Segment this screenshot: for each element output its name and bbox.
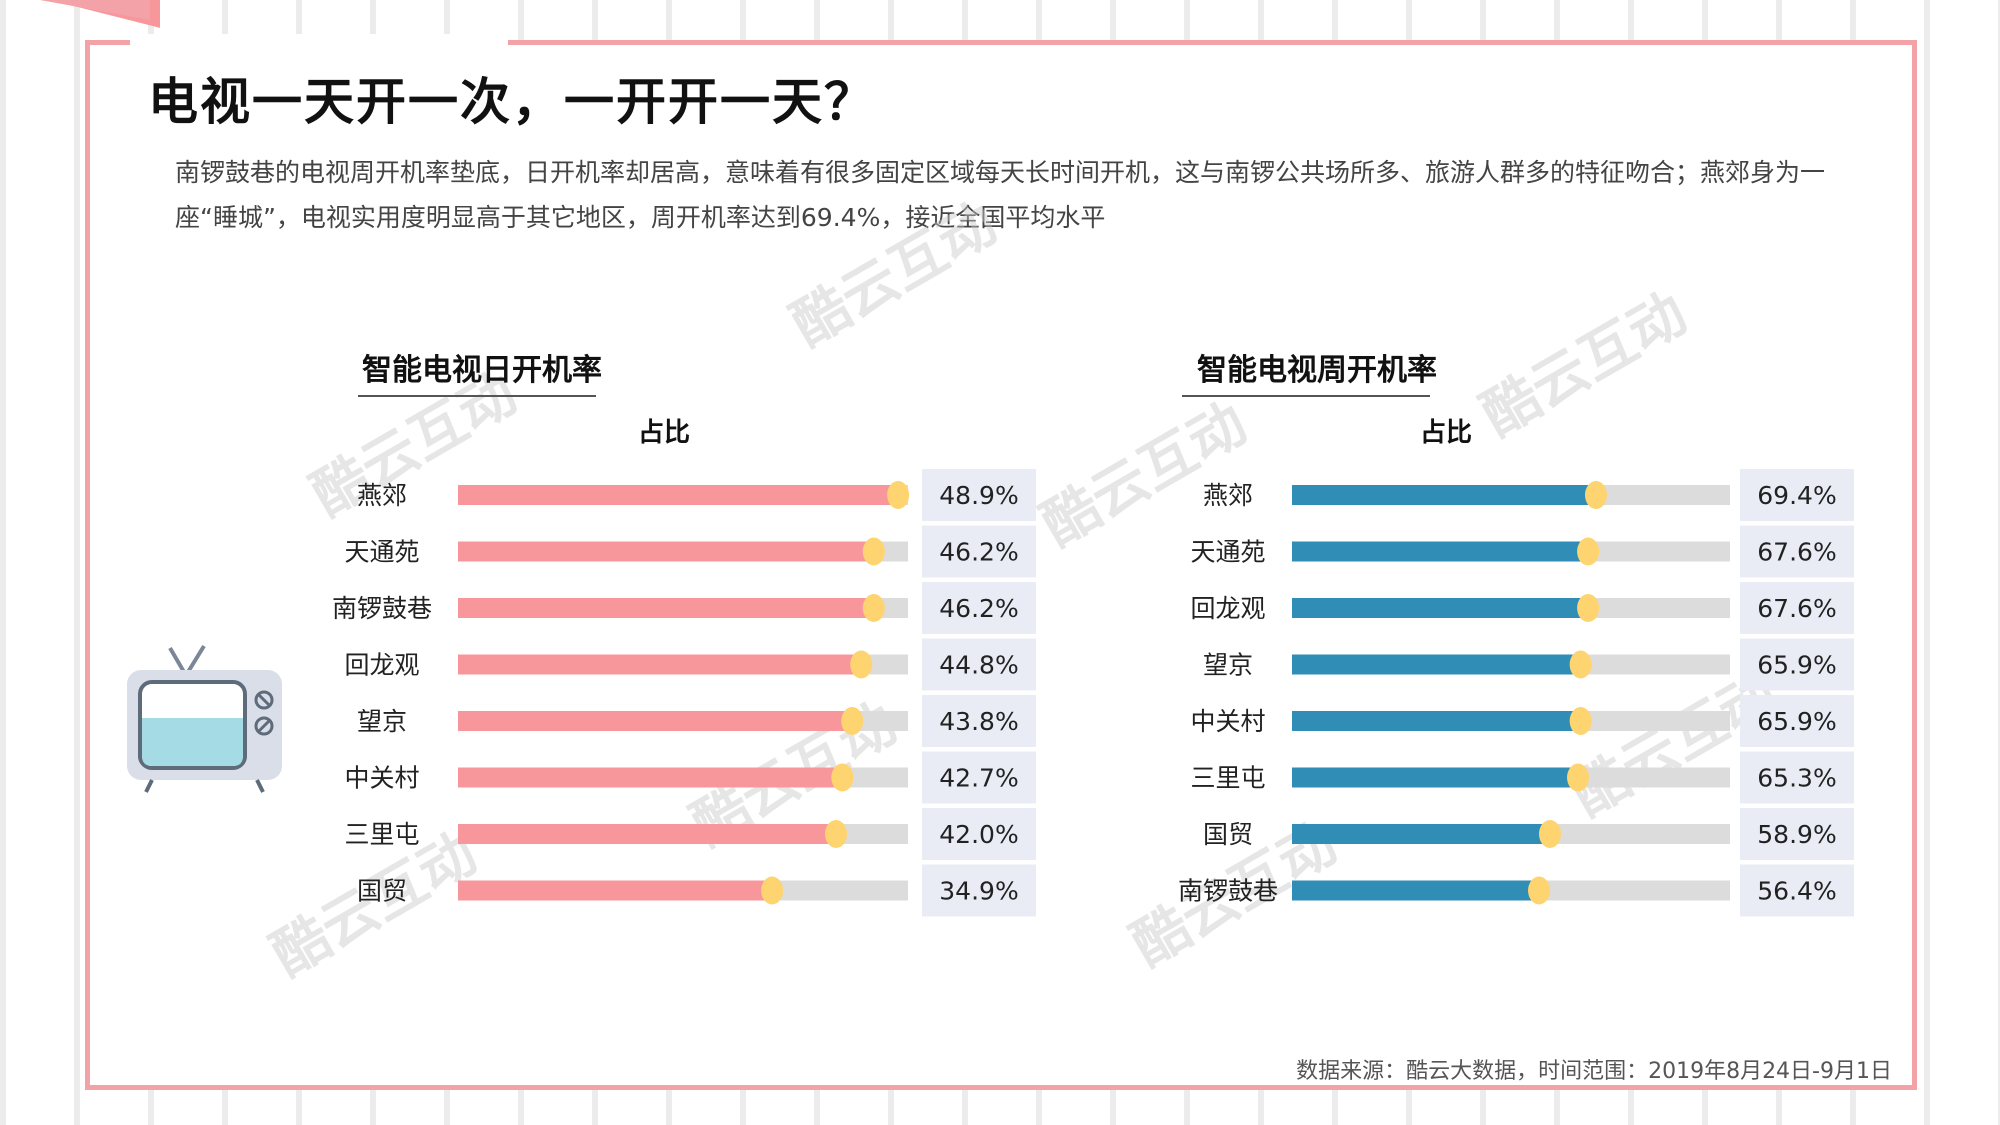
weekly-value-box	[1740, 864, 1854, 917]
weekly-bar-marker	[1567, 763, 1590, 792]
weekly-bar-marker	[1528, 876, 1551, 905]
daily-value-label: 46.2%	[939, 594, 1018, 623]
weekly-value-label: 56.4%	[1757, 877, 1836, 906]
weekly-bar	[1292, 880, 1540, 901]
weekly-category-label: 燕郊	[1203, 481, 1253, 510]
daily-bar	[458, 824, 836, 844]
daily-value-box	[922, 695, 1036, 747]
daily-value-box	[922, 525, 1036, 578]
daily-value-label: 48.9%	[939, 481, 1018, 510]
weekly-category-label: 天通苑	[1190, 538, 1265, 567]
weekly-category-label: 南锣鼓巷	[1178, 877, 1278, 906]
daily-bar	[458, 767, 843, 788]
daily-category-label: 天通苑	[344, 538, 419, 567]
daily-value-box	[922, 864, 1036, 917]
daily-category-label: 回龙观	[344, 651, 419, 680]
daily-bar-marker	[841, 707, 864, 735]
weekly-chart-subtitle: 占比	[1420, 418, 1473, 448]
daily-bar-marker	[850, 650, 873, 679]
weekly-value-label: 69.4%	[1757, 481, 1836, 510]
daily-bar	[458, 654, 862, 675]
daily-category-label: 燕郊	[357, 481, 407, 510]
weekly-bar	[1292, 654, 1581, 675]
weekly-value-box	[1740, 469, 1854, 521]
daily-category-label: 国贸	[357, 877, 407, 906]
weekly-value-box	[1740, 525, 1854, 578]
daily-value-label: 43.8%	[939, 707, 1018, 736]
daily-value-box	[922, 638, 1036, 691]
weekly-bar	[1292, 767, 1579, 788]
frame-gap	[130, 34, 508, 48]
daily-bar	[458, 598, 874, 618]
tv-icon	[127, 644, 282, 793]
daily-chart-subtitle: 占比	[638, 418, 691, 448]
weekly-bar-marker	[1584, 481, 1607, 509]
page-description: 南锣鼓巷的电视周开机率垫底，日开机率却居高，意味着有很多固定区域每天长时间开机，…	[175, 158, 1826, 232]
daily-bar	[458, 541, 874, 562]
weekly-value-label: 65.3%	[1757, 764, 1836, 793]
weekly-value-box	[1740, 582, 1854, 634]
daily-value-label: 46.2%	[939, 538, 1018, 567]
weekly-bar-marker	[1577, 594, 1600, 622]
weekly-value-label: 67.6%	[1757, 594, 1836, 623]
weekly-bar	[1292, 485, 1596, 505]
daily-category-label: 中关村	[344, 764, 419, 793]
daily-value-label: 34.9%	[939, 877, 1018, 906]
weekly-value-label: 67.6%	[1757, 538, 1836, 567]
weekly-value-box	[1740, 808, 1854, 860]
weekly-value-box	[1740, 751, 1854, 804]
daily-chart-title: 智能电视日开机率	[362, 353, 602, 388]
daily-value-box	[922, 582, 1036, 634]
daily-category-label: 南锣鼓巷	[332, 594, 432, 623]
weekly-category-label: 回龙观	[1190, 594, 1265, 623]
daily-bar-marker	[761, 876, 784, 905]
corner-accent	[40, 0, 160, 28]
weekly-bar-marker	[1569, 650, 1592, 679]
daily-bar	[458, 485, 899, 505]
daily-bar-marker	[862, 594, 885, 622]
weekly-category-label: 望京	[1203, 651, 1253, 680]
weekly-value-label: 58.9%	[1757, 820, 1836, 849]
weekly-chart-title: 智能电视周开机率	[1197, 353, 1437, 388]
weekly-bar-marker	[1577, 537, 1600, 566]
daily-bar-marker	[825, 820, 847, 848]
daily-title-underline	[358, 395, 596, 397]
daily-bar	[458, 880, 773, 901]
weekly-bar	[1292, 824, 1550, 844]
daily-value-box	[922, 751, 1036, 804]
daily-value-box	[922, 469, 1036, 521]
weekly-category-label: 中关村	[1190, 707, 1265, 736]
daily-value-label: 44.8%	[939, 651, 1018, 680]
weekly-category-label: 国贸	[1203, 820, 1253, 849]
daily-bar-marker	[887, 481, 910, 509]
daily-value-label: 42.7%	[939, 764, 1018, 793]
data-source-note: 数据来源：酷云大数据，时间范围：2019年8月24日-9月1日	[1296, 1059, 1892, 1084]
weekly-title-underline	[1182, 395, 1430, 397]
daily-bar-marker	[831, 763, 854, 792]
daily-category-label: 三里屯	[344, 820, 419, 849]
daily-bar	[458, 711, 853, 731]
daily-category-label: 望京	[357, 707, 407, 736]
weekly-value-label: 65.9%	[1757, 651, 1836, 680]
weekly-bar	[1292, 598, 1589, 618]
daily-bar-marker	[862, 537, 885, 566]
weekly-value-box	[1740, 638, 1854, 691]
weekly-bar-marker	[1538, 820, 1561, 848]
weekly-category-label: 三里屯	[1190, 764, 1265, 793]
page-title: 电视一天开一次，一开开一天？	[148, 73, 876, 131]
daily-value-box	[922, 808, 1036, 860]
weekly-bar	[1292, 541, 1589, 562]
weekly-value-box	[1740, 695, 1854, 747]
weekly-value-label: 65.9%	[1757, 707, 1836, 736]
daily-value-label: 42.0%	[939, 820, 1018, 849]
weekly-bar-marker	[1569, 707, 1592, 735]
weekly-bar	[1292, 711, 1581, 731]
